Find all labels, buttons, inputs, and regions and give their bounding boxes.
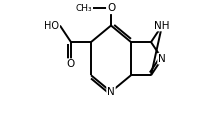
Text: N: N bbox=[158, 54, 166, 64]
Text: O: O bbox=[107, 3, 115, 13]
Text: N: N bbox=[107, 87, 115, 97]
Text: HO: HO bbox=[44, 21, 59, 30]
Text: O: O bbox=[67, 59, 75, 69]
Text: NH: NH bbox=[154, 21, 170, 30]
Text: CH₃: CH₃ bbox=[75, 4, 92, 13]
